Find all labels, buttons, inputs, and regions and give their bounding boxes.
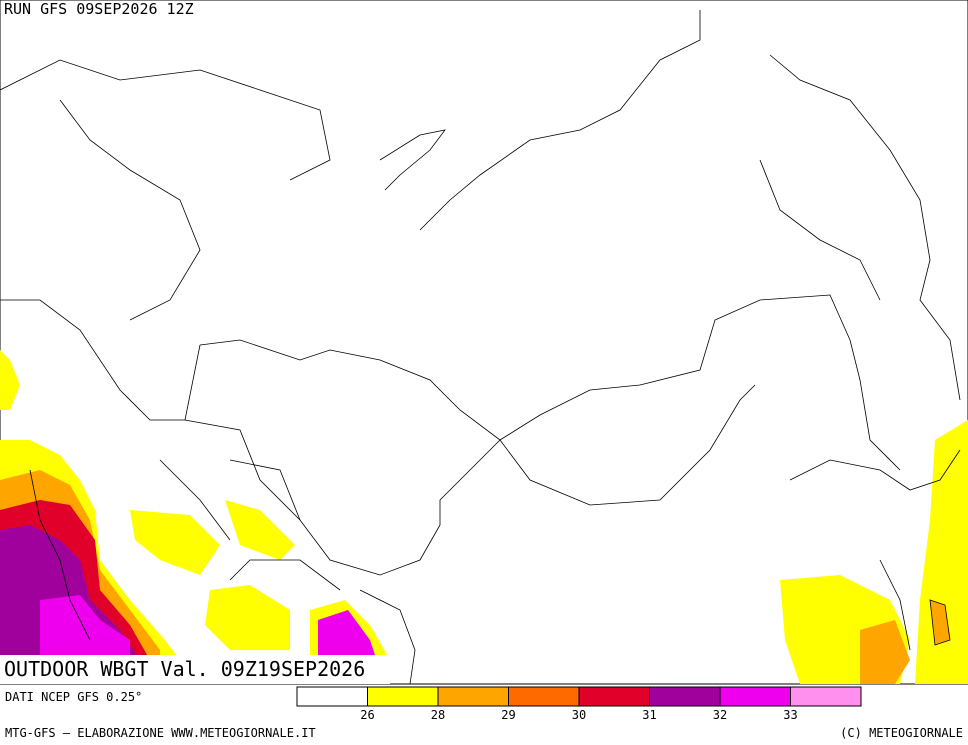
- legend-tick-label: 33: [783, 708, 797, 722]
- legend-box: [719, 686, 791, 707]
- legend-tick-label: 29: [501, 708, 515, 722]
- legend-box: [578, 686, 650, 707]
- credits: MTG-GFS — ELABORAZIONE WWW.METEOGIORNALE…: [5, 726, 316, 740]
- legend-box: [790, 686, 862, 707]
- map-frame: [0, 0, 968, 685]
- legend-tick-label: 28: [431, 708, 445, 722]
- map: OUTDOOR WBGT Val. 09Z19SEP2026 RUN GFS 0…: [0, 0, 968, 685]
- borders: [0, 10, 961, 685]
- run-label: RUN GFS 09SEP2026 12Z: [4, 0, 194, 18]
- map-title: OUTDOOR WBGT Val. 09Z19SEP2026: [4, 657, 365, 681]
- legend-box: [508, 686, 580, 707]
- legend-box: [437, 686, 509, 707]
- legend-tick-label: 32: [713, 708, 727, 722]
- legend-tick-label: 26: [360, 708, 374, 722]
- legend-box: [296, 686, 368, 707]
- copyright: (C) METEOGIORNALE: [840, 726, 963, 740]
- legend: 26 28 29 30 31 32 33: [296, 686, 862, 722]
- legend-box: [367, 686, 439, 707]
- legend-tick-label: 31: [642, 708, 656, 722]
- title-box: [0, 655, 390, 684]
- source-label: DATI NCEP GFS 0.25°: [5, 690, 142, 704]
- legend-tick-label: 30: [572, 708, 586, 722]
- legend-box: [649, 686, 721, 707]
